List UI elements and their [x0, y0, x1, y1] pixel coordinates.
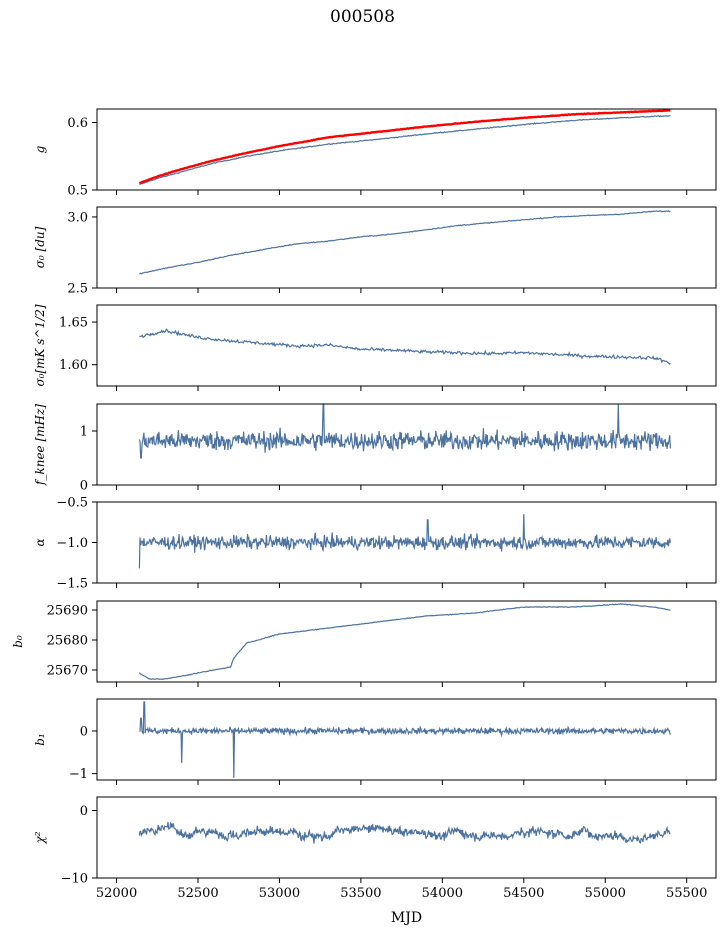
x-tick-label: 53500 — [340, 886, 381, 901]
series-line-chi2-0 — [138, 821, 671, 844]
y-tick-label-b0: 25690 — [47, 604, 88, 619]
y-tick-label-sigma0-noise: 1.60 — [59, 358, 88, 373]
y-tick-label-b0: 25670 — [47, 664, 88, 679]
y-tick-label-sigma0: 2.5 — [67, 282, 88, 297]
x-tick-label: 52000 — [96, 886, 137, 901]
x-tick-label: 53000 — [259, 886, 300, 901]
y-tick-label-sigma0: 3.0 — [67, 210, 88, 225]
y-axis-label-sigma0-noise: σ₀[mK s^1/2] — [33, 304, 47, 386]
y-tick-label-alpha: −1.0 — [56, 536, 88, 551]
y-axis-label-alpha: α — [33, 538, 47, 546]
y-tick-label-chi2: 0 — [80, 804, 88, 819]
x-tick-label: 55500 — [666, 886, 707, 901]
panel-frame-b0 — [96, 600, 717, 683]
series-line-g-1 — [138, 109, 671, 185]
y-axis-label-g: g — [33, 145, 47, 153]
series-line-sigma0-0 — [139, 210, 671, 275]
series-line-sigma0-noise-0 — [139, 328, 671, 365]
y-tick-label-b0: 25680 — [47, 634, 88, 649]
series-line-fknee-0 — [138, 403, 671, 459]
y-axis-label-b1: b₁ — [33, 733, 47, 746]
y-tick-label-fknee: 0 — [80, 479, 88, 494]
series-line-b1-0 — [139, 701, 671, 778]
panel-frame-chi2 — [96, 796, 717, 879]
series-line-b0-0 — [138, 603, 671, 681]
panel-frame-fknee — [96, 403, 717, 486]
y-tick-label-alpha: −1.5 — [56, 577, 88, 592]
y-axis-label-b0: b₀ — [11, 635, 25, 648]
y-tick-label-g: 0.6 — [67, 116, 88, 131]
x-tick-label: 54500 — [503, 886, 544, 901]
y-axis-label-chi2: χ² — [33, 831, 47, 844]
y-axis-label-sigma0: σ₀ [du] — [33, 226, 47, 268]
panel-frame-b1 — [96, 698, 717, 781]
y-tick-label-alpha: −0.5 — [56, 496, 88, 511]
x-tick-label: 55000 — [585, 886, 626, 901]
x-tick-label: 52500 — [177, 886, 218, 901]
x-axis-label: MJD — [390, 910, 423, 926]
panel-frame-g — [96, 108, 717, 191]
panel-frame-sigma0-noise — [96, 304, 717, 387]
y-tick-label-b1: 0 — [80, 724, 88, 739]
series-line-g-0 — [139, 115, 671, 185]
y-tick-label-sigma0-noise: 1.65 — [59, 316, 88, 331]
figure-title: 000508 — [330, 7, 395, 27]
y-tick-label-chi2: −10 — [61, 872, 88, 887]
series-line-alpha-0 — [138, 514, 671, 569]
y-axis-label-fknee: f_knee [mHz] — [33, 404, 47, 486]
x-tick-label: 54000 — [422, 886, 463, 901]
y-tick-label-g: 0.5 — [67, 184, 88, 199]
y-tick-label-fknee: 1 — [80, 425, 88, 440]
y-tick-label-b1: −1 — [69, 767, 88, 782]
panel-frame-sigma0 — [96, 206, 717, 289]
